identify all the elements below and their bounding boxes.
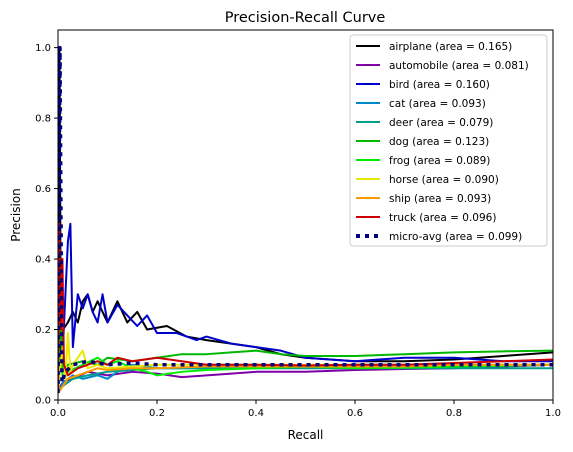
x-tick-label: 0.6 <box>347 408 363 419</box>
series-layer <box>58 45 553 394</box>
x-tick-label: 0.0 <box>50 408 66 419</box>
series-line-micro-avg <box>58 45 553 393</box>
x-tick-label: 0.8 <box>446 408 462 419</box>
legend-label-automobile: automobile (area = 0.081) <box>389 60 529 72</box>
legend-label-cat: cat (area = 0.093) <box>389 98 486 110</box>
x-axis-label: Recall <box>288 428 324 442</box>
y-axis-label: Precision <box>9 188 23 242</box>
legend-box <box>349 34 548 247</box>
y-tick-label: 0.4 <box>35 255 51 266</box>
y-tick-label: 1.0 <box>35 43 51 54</box>
y-tick-label: 0.8 <box>35 114 51 125</box>
legend-label-deer: deer (area = 0.079) <box>389 117 493 129</box>
x-tick-label: 1.0 <box>545 408 561 419</box>
legend-label-truck: truck (area = 0.096) <box>389 212 496 224</box>
legend-label-frog: frog (area = 0.089) <box>389 155 490 167</box>
legend-label-dog: dog (area = 0.123) <box>389 136 489 148</box>
chart-title: Precision-Recall Curve <box>225 10 386 26</box>
legend-label-bird: bird (area = 0.160) <box>389 79 490 91</box>
legend-label-micro-avg: micro-avg (area = 0.099) <box>389 231 522 243</box>
y-tick-label: 0.6 <box>35 184 51 195</box>
plot-frame <box>57 29 554 401</box>
x-tick-label: 0.4 <box>248 408 264 419</box>
legend-label-airplane: airplane (area = 0.165) <box>389 41 512 53</box>
y-tick-label: 0.0 <box>35 396 51 407</box>
x-axis-ticks: 0.0 0.2 0.4 0.6 0.8 1.0 <box>50 400 561 419</box>
series-line-ship <box>58 363 553 394</box>
legend-label-horse: horse (area = 0.090) <box>389 174 499 186</box>
legend: airplane (area = 0.165) automobile (area … <box>349 34 548 247</box>
y-tick-label: 0.2 <box>35 325 51 336</box>
series-line-deer <box>58 367 553 394</box>
series-line-bird <box>58 222 553 383</box>
x-tick-label: 0.2 <box>149 408 165 419</box>
y-axis-ticks: 0.0 0.2 0.4 0.6 0.8 1.0 <box>35 43 58 407</box>
legend-label-ship: ship (area = 0.093) <box>389 193 491 205</box>
